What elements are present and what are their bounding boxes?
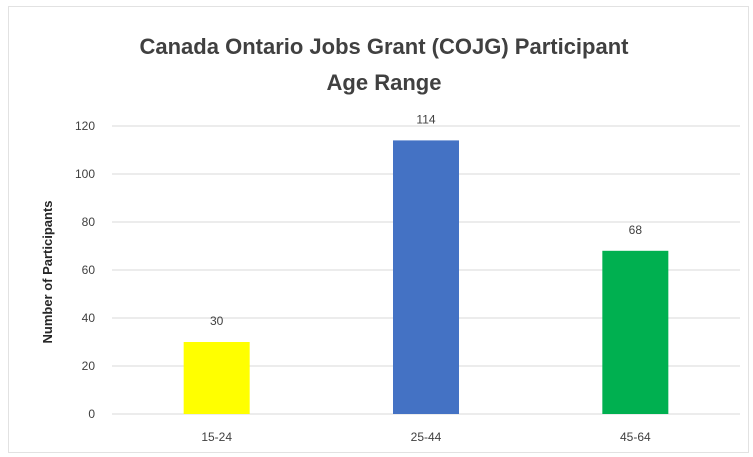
bar-15-24 [183,342,250,414]
chart-title-line-2: Age Range [327,70,442,95]
y-axis-title: Number of Participants [40,200,55,343]
category-labels: 15-24 25-44 45-64 [201,430,651,444]
y-tick-label: 80 [82,215,96,229]
bars [183,140,669,414]
y-tick-label: 40 [82,311,96,325]
data-label: 68 [629,223,643,237]
category-label: 45-64 [620,430,651,444]
y-tick-label: 120 [75,119,95,133]
bar-45-64 [602,250,669,414]
chart-title-line-1: Canada Ontario Jobs Grant (COJG) Partici… [140,34,630,59]
y-tick-label: 0 [88,407,95,421]
data-labels: 30 114 68 [210,112,642,328]
category-label: 15-24 [201,430,232,444]
data-label: 114 [416,112,435,126]
y-tick-label: 60 [82,263,96,277]
data-label: 30 [210,314,224,328]
bar-25-44 [393,140,459,414]
y-tick-label: 20 [82,359,96,373]
y-tick-labels: 0 20 40 60 80 100 120 [75,119,95,421]
category-label: 25-44 [411,430,442,444]
y-tick-label: 100 [75,167,95,181]
